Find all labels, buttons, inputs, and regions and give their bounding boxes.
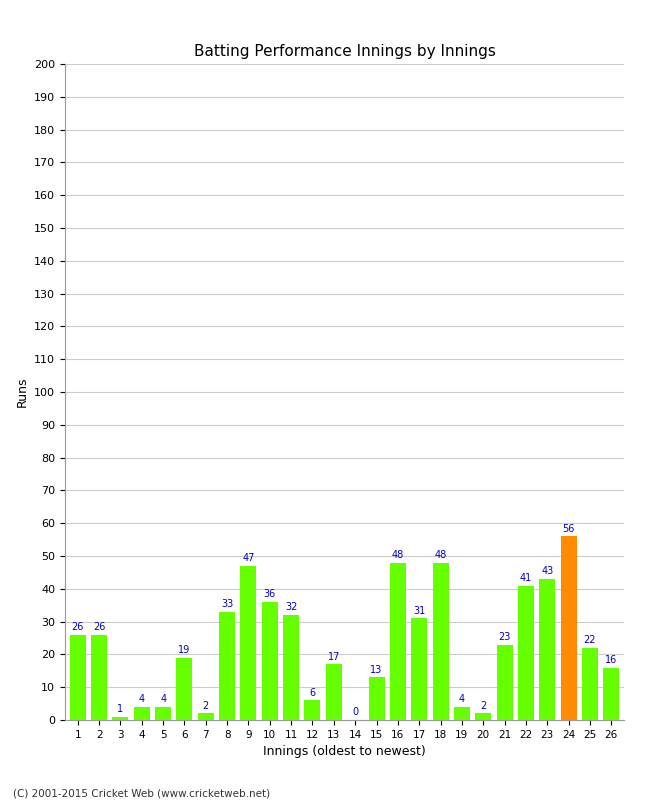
Title: Batting Performance Innings by Innings: Batting Performance Innings by Innings <box>194 44 495 58</box>
Bar <box>540 579 555 720</box>
Bar <box>198 714 214 720</box>
Bar <box>155 707 171 720</box>
Bar <box>432 562 448 720</box>
Text: 47: 47 <box>242 554 255 563</box>
Bar <box>582 648 598 720</box>
Text: 4: 4 <box>138 694 145 704</box>
Text: 4: 4 <box>160 694 166 704</box>
Text: 31: 31 <box>413 606 425 616</box>
Bar <box>304 700 320 720</box>
Bar <box>283 615 299 720</box>
Text: 48: 48 <box>434 550 447 560</box>
Bar <box>603 667 619 720</box>
Text: 26: 26 <box>93 622 105 632</box>
Text: 22: 22 <box>584 635 596 646</box>
Text: 1: 1 <box>118 704 124 714</box>
Text: 4: 4 <box>459 694 465 704</box>
Bar <box>70 634 86 720</box>
Bar <box>219 612 235 720</box>
Text: 43: 43 <box>541 566 553 576</box>
Bar <box>411 618 427 720</box>
Bar <box>475 714 491 720</box>
Text: 36: 36 <box>264 590 276 599</box>
Text: 2: 2 <box>203 701 209 711</box>
Bar <box>454 707 470 720</box>
Bar <box>262 602 278 720</box>
Text: 0: 0 <box>352 707 358 718</box>
Bar <box>177 658 192 720</box>
Text: 56: 56 <box>562 524 575 534</box>
Text: 23: 23 <box>499 632 511 642</box>
Text: 13: 13 <box>370 665 383 674</box>
Text: 48: 48 <box>392 550 404 560</box>
Text: 6: 6 <box>309 688 315 698</box>
Text: 16: 16 <box>605 655 617 665</box>
Text: 19: 19 <box>178 645 190 655</box>
Text: 26: 26 <box>72 622 84 632</box>
Bar <box>326 664 342 720</box>
Y-axis label: Runs: Runs <box>16 377 29 407</box>
Bar <box>369 678 385 720</box>
Bar <box>240 566 257 720</box>
Text: 32: 32 <box>285 602 297 613</box>
Bar <box>134 707 150 720</box>
Bar <box>497 645 512 720</box>
Bar <box>91 634 107 720</box>
Text: 33: 33 <box>221 599 233 609</box>
Bar <box>560 536 577 720</box>
Bar <box>112 717 129 720</box>
Text: 41: 41 <box>520 573 532 583</box>
Text: (C) 2001-2015 Cricket Web (www.cricketweb.net): (C) 2001-2015 Cricket Web (www.cricketwe… <box>13 788 270 798</box>
X-axis label: Innings (oldest to newest): Innings (oldest to newest) <box>263 746 426 758</box>
Bar <box>390 562 406 720</box>
Bar <box>518 586 534 720</box>
Text: 2: 2 <box>480 701 486 711</box>
Text: 17: 17 <box>328 652 340 662</box>
